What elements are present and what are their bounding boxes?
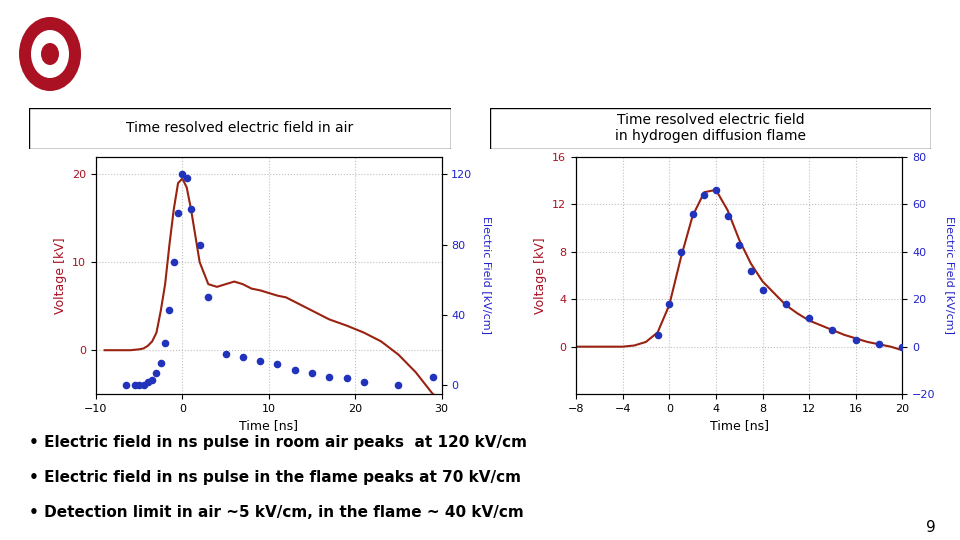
Point [684,210,700,218]
Point [708,186,724,194]
X-axis label: Time [ns]: Time [ns] [239,420,299,433]
Point [218,349,233,358]
Point [153,358,169,367]
Point [235,353,251,362]
Ellipse shape [41,43,59,65]
Point [135,381,151,390]
Point [755,285,770,294]
Point [179,173,194,182]
Point [144,376,159,384]
Point [802,314,817,322]
Point [720,212,735,220]
Point [127,381,142,390]
Point [170,208,185,217]
Point [825,326,840,334]
Point [743,266,758,275]
Point [201,293,216,302]
Point [779,300,794,308]
Text: • Electric field in ns pulse in the flame peaks at 70 kV/cm: • Electric field in ns pulse in the flam… [29,470,520,485]
Point [157,339,173,347]
Point [183,205,199,214]
Text: Time resolved electric field in air: Time resolved electric field in air [127,122,353,135]
Text: Time resolved electric field
in hydrogen diffusion flame: Time resolved electric field in hydrogen… [615,113,805,143]
Point [697,190,712,199]
Point [356,377,372,386]
Point [270,360,285,369]
Point [252,356,268,365]
Point [140,377,156,386]
Text: IN AIR AND IN HYDROGEN FLAME: IN AIR AND IN HYDROGEN FLAME [306,66,694,86]
Ellipse shape [19,17,81,91]
X-axis label: Time [ns]: Time [ns] [709,420,769,433]
Point [391,381,406,390]
Y-axis label: Electric Field [kV/cm]: Electric Field [kV/cm] [482,217,492,334]
Point [322,372,337,381]
Text: • Detection limit in air ~5 kV/cm, in the flame ~ 40 kV/cm: • Detection limit in air ~5 kV/cm, in th… [29,505,523,520]
Point [161,306,177,314]
Point [175,170,190,179]
Point [192,240,207,249]
Point [673,247,688,256]
Point [166,258,181,267]
Point [895,342,910,351]
Text: 4-WAVE MIXING ELECTRIC FIELD MEASUREMENTS: 4-WAVE MIXING ELECTRIC FIELD MEASUREMENT… [211,26,788,46]
Ellipse shape [31,30,69,78]
Point [848,335,863,344]
Text: • Electric field in ns pulse in room air peaks  at 120 kV/cm: • Electric field in ns pulse in room air… [29,435,527,450]
Point [650,330,665,339]
Y-axis label: Voltage [kV]: Voltage [kV] [54,237,66,314]
Point [872,340,887,349]
Point [118,381,133,390]
FancyBboxPatch shape [2,0,98,108]
Y-axis label: Voltage [kV]: Voltage [kV] [534,237,546,314]
Point [149,369,164,377]
Point [339,374,354,383]
Point [304,369,320,377]
Y-axis label: Electric Field [kV/cm]: Electric Field [kV/cm] [945,217,955,334]
Point [287,365,302,374]
Point [661,300,677,308]
Point [732,240,747,249]
Text: 9: 9 [926,519,936,535]
Point [425,372,441,381]
Point [132,381,147,390]
